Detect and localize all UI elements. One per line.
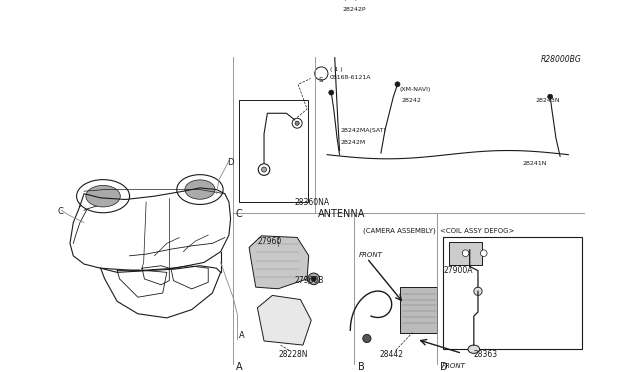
Circle shape bbox=[474, 287, 482, 295]
Text: ANTENNA: ANTENNA bbox=[318, 209, 365, 219]
Circle shape bbox=[395, 82, 400, 87]
Text: 08168-6121A: 08168-6121A bbox=[330, 75, 371, 80]
Bar bbox=[443, 237, 582, 349]
Text: 28228N: 28228N bbox=[278, 350, 308, 359]
Text: (CAMERA ASSEMBLY): (CAMERA ASSEMBLY) bbox=[363, 228, 435, 234]
Circle shape bbox=[548, 94, 553, 99]
Text: 27900A: 27900A bbox=[443, 266, 473, 275]
Text: 28243N: 28243N bbox=[535, 98, 560, 103]
Text: 28442: 28442 bbox=[380, 350, 403, 359]
Text: (XM-NAVI): (XM-NAVI) bbox=[399, 87, 431, 92]
Circle shape bbox=[262, 167, 266, 172]
Text: 28242: 28242 bbox=[402, 98, 422, 103]
Text: D: D bbox=[227, 158, 234, 167]
Text: 28242MA(SAT): 28242MA(SAT) bbox=[340, 128, 387, 133]
Text: S: S bbox=[319, 77, 323, 83]
Polygon shape bbox=[257, 295, 311, 345]
Text: (XM): (XM) bbox=[344, 0, 358, 1]
Text: ( 1 ): ( 1 ) bbox=[330, 67, 342, 72]
Text: B: B bbox=[358, 362, 365, 372]
Text: FRONT: FRONT bbox=[442, 363, 466, 369]
Ellipse shape bbox=[177, 175, 223, 205]
Circle shape bbox=[363, 334, 371, 343]
Text: R28000BG: R28000BG bbox=[541, 55, 582, 64]
Ellipse shape bbox=[86, 185, 120, 207]
Text: 28242P: 28242P bbox=[342, 7, 365, 12]
Bar bbox=[449, 241, 482, 265]
Text: 28241N: 28241N bbox=[523, 161, 547, 166]
Text: 28360NA: 28360NA bbox=[294, 198, 330, 207]
Circle shape bbox=[308, 273, 319, 285]
Bar bbox=[400, 287, 437, 333]
Ellipse shape bbox=[77, 180, 129, 213]
Text: 28363: 28363 bbox=[474, 350, 498, 359]
Text: A: A bbox=[236, 362, 243, 372]
Circle shape bbox=[481, 250, 487, 257]
Text: 27960B: 27960B bbox=[294, 276, 324, 285]
Text: FRONT: FRONT bbox=[358, 252, 383, 259]
Text: A: A bbox=[239, 331, 244, 340]
Text: <COIL ASSY DEFOG>: <COIL ASSY DEFOG> bbox=[440, 228, 515, 234]
Ellipse shape bbox=[468, 345, 479, 353]
Text: 27960: 27960 bbox=[257, 237, 282, 246]
Circle shape bbox=[329, 90, 333, 95]
Circle shape bbox=[311, 276, 316, 281]
Ellipse shape bbox=[185, 180, 215, 199]
Text: C: C bbox=[236, 209, 243, 219]
Text: D: D bbox=[440, 362, 447, 372]
Circle shape bbox=[462, 250, 469, 257]
Bar bbox=[239, 100, 308, 202]
Circle shape bbox=[295, 121, 300, 125]
Text: 28242M: 28242M bbox=[340, 140, 365, 145]
Text: C: C bbox=[58, 208, 63, 217]
Polygon shape bbox=[249, 236, 308, 289]
